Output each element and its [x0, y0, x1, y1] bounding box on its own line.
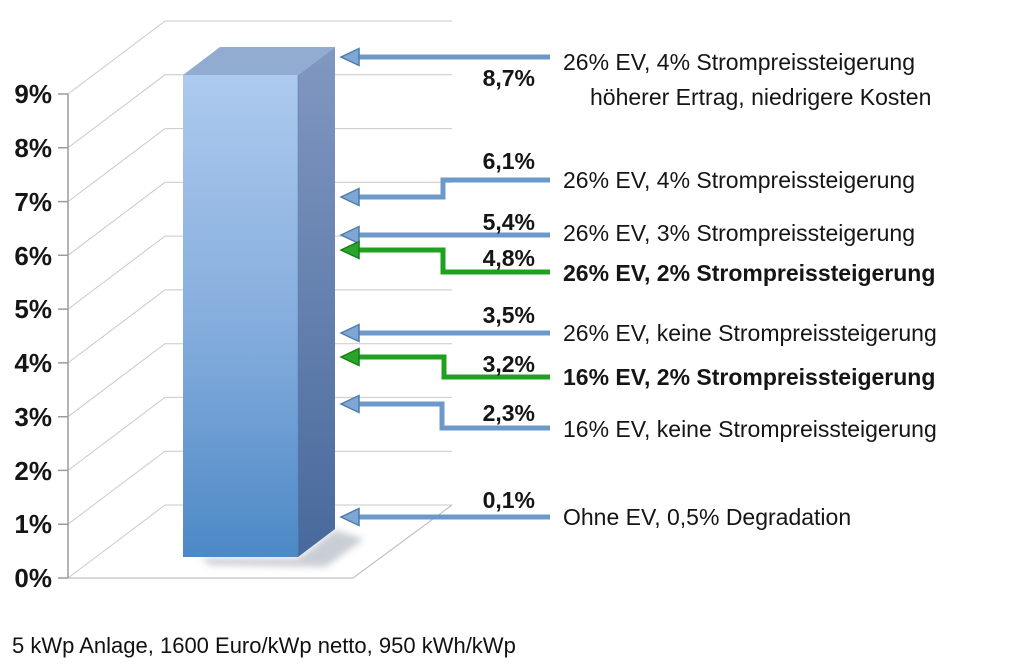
gridlines: [67, 20, 452, 579]
3d-bar-chart: [58, 20, 550, 579]
ytick-label: 6%: [14, 241, 52, 271]
gridline: [67, 128, 452, 202]
arrowhead-icon: [339, 187, 360, 207]
arrow-4-8: [339, 240, 550, 275]
annotation-value: 6,1%: [482, 148, 535, 174]
gridline: [67, 343, 452, 418]
bar-front-face: [183, 75, 298, 557]
arrow-3-5: [339, 323, 550, 343]
axis-ticks: [58, 93, 68, 579]
annotation-label-line2: höherer Ertrag, niedrigere Kosten: [590, 84, 932, 110]
arrowhead-icon: [339, 507, 360, 527]
arrow-2-3: [339, 394, 550, 431]
bar-3d: [183, 47, 335, 557]
annotation-value: 5,4%: [482, 209, 535, 235]
annotation-label: 26% EV, 4% Strompreissteigerung: [563, 167, 916, 193]
arrow-3-2: [339, 347, 550, 380]
arrowhead-icon: [339, 394, 360, 414]
arrowhead-icon: [339, 225, 360, 245]
arrow-5-4: [339, 225, 550, 245]
ytick-label: 1%: [14, 509, 52, 539]
annotation-label: 16% EV, 2% Strompreissteigerung: [563, 364, 936, 390]
annotation-value: 0,1%: [482, 487, 535, 513]
annotation-arrows: [339, 47, 550, 527]
floor-edge: [68, 504, 453, 579]
arrowhead-icon: [339, 347, 360, 367]
ytick-label: 8%: [14, 133, 52, 163]
gridline: [67, 20, 452, 95]
ytick-label: 9%: [14, 79, 52, 109]
arrowhead-icon: [339, 323, 360, 343]
value-axis: [58, 93, 69, 579]
bar-top-face: [183, 47, 335, 75]
ytick-label: 7%: [14, 187, 52, 217]
ytick-label: 4%: [14, 348, 52, 378]
annotation-label: 16% EV, keine Strompreissteigerung: [563, 416, 937, 442]
gridline: [67, 504, 452, 579]
gridline: [67, 450, 452, 525]
annotation-label: Ohne EV, 0,5% Degradation: [563, 504, 852, 530]
annotation-label: 26% EV, 4% Strompreissteigerung: [563, 49, 916, 75]
annotation-value: 3,5%: [482, 302, 535, 328]
ytick-label: 5%: [14, 294, 52, 324]
annotation-value: 3,2%: [482, 351, 535, 377]
arrowhead-icon: [339, 240, 360, 260]
ytick-label: 2%: [14, 456, 52, 486]
gridline: [67, 74, 452, 149]
ytick-label: 0%: [14, 563, 52, 593]
annotation-value: 2,3%: [482, 400, 535, 426]
annotation-value: 8,7%: [482, 65, 535, 91]
arrowhead-icon: [339, 47, 360, 67]
arrow-0-1: [339, 507, 550, 527]
bar-side-face: [298, 47, 335, 557]
gridline: [67, 181, 452, 256]
gridline: [67, 289, 452, 364]
chart-caption: 5 kWp Anlage, 1600 Euro/kWp netto, 950 k…: [12, 633, 516, 658]
ytick-label: 3%: [14, 402, 52, 432]
annotation-label: 26% EV, keine Strompreissteigerung: [563, 320, 937, 346]
annotation-label: 26% EV, 2% Strompreissteigerung: [563, 260, 936, 286]
annotation-value: 4,8%: [482, 245, 535, 271]
annotation-label: 26% EV, 3% Strompreissteigerung: [563, 220, 916, 246]
arrow-6-1: [339, 177, 550, 207]
bar-shadow: [200, 530, 364, 567]
arrow-8-7: [339, 47, 550, 67]
